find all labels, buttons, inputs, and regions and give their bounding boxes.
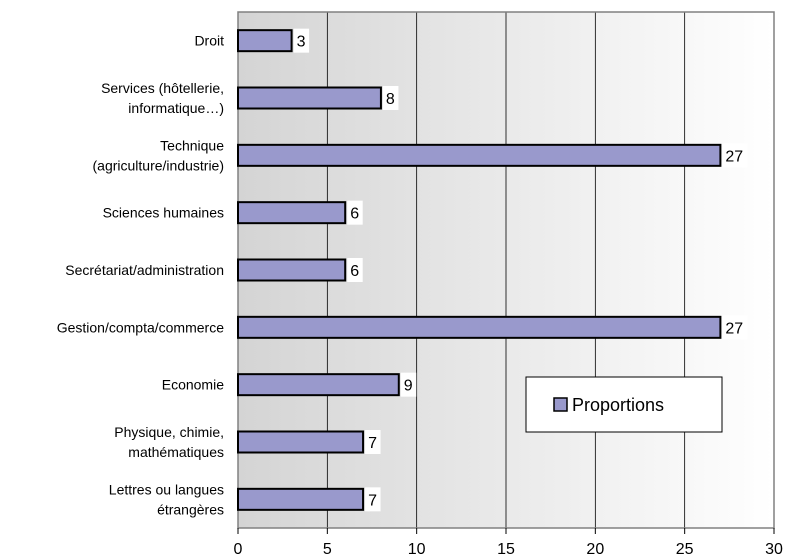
- category-label: Sciences humaines: [103, 205, 224, 221]
- x-tick-label: 20: [586, 541, 604, 558]
- bar: [237, 143, 722, 167]
- data-label: 27: [725, 148, 743, 165]
- legend-swatch: [553, 397, 568, 412]
- legend: Proportions: [525, 376, 723, 433]
- data-label: 6: [350, 206, 359, 223]
- category-label: étrangères: [157, 501, 224, 517]
- data-label-bg: [347, 200, 363, 225]
- category-label: informatique…): [128, 100, 224, 116]
- bar: [237, 86, 382, 110]
- category-label: Services (hôtellerie,: [101, 80, 224, 96]
- x-tick-label: 10: [408, 541, 426, 558]
- bars-group: [237, 29, 722, 511]
- data-label-bg: [722, 143, 748, 168]
- data-label: 6: [350, 263, 359, 280]
- category-label: Physique, chimie,: [114, 424, 224, 440]
- x-tick-label: 5: [323, 541, 332, 558]
- bar: [237, 201, 347, 225]
- bar: [237, 487, 365, 511]
- x-tick-label: 15: [497, 541, 515, 558]
- bar: [237, 315, 722, 339]
- bar: [237, 373, 400, 397]
- category-label: Droit: [194, 33, 224, 49]
- x-axis: 0 5 10 15 20 25 30: [234, 528, 783, 558]
- data-labels-group: 3 8 27 6 6 27 9 7 7: [293, 28, 748, 512]
- category-labels-group: Droit Services (hôtellerie, informatique…)…: [57, 33, 225, 518]
- category-label: Technique: [160, 137, 224, 153]
- x-tick-label: 25: [676, 541, 694, 558]
- data-label-bg: [293, 28, 310, 53]
- data-label: 7: [368, 492, 377, 509]
- bar: [237, 29, 293, 53]
- data-label-bg: [722, 315, 748, 340]
- category-label: mathématiques: [128, 444, 224, 460]
- x-tick-label: 30: [765, 541, 783, 558]
- category-label: (agriculture/industrie): [93, 157, 225, 173]
- data-label: 3: [297, 34, 306, 51]
- category-label: Economie: [162, 377, 224, 393]
- data-label-bg: [382, 86, 399, 110]
- legend-label: Proportions: [572, 395, 664, 415]
- data-label-bg: [365, 430, 381, 454]
- data-label-bg: [400, 372, 417, 397]
- data-label: 9: [404, 378, 413, 395]
- bar: [237, 430, 365, 454]
- category-label: Lettres ou langues: [109, 481, 224, 497]
- bar: [237, 258, 347, 282]
- data-label-bg: [347, 258, 363, 282]
- data-label-bg: [365, 487, 381, 512]
- data-label: 27: [725, 320, 743, 337]
- data-label: 7: [368, 435, 377, 452]
- category-label: Secrétariat/administration: [65, 262, 224, 278]
- category-label: Gestion/compta/commerce: [57, 319, 224, 335]
- data-label: 8: [386, 91, 395, 108]
- x-tick-label: 0: [234, 541, 243, 558]
